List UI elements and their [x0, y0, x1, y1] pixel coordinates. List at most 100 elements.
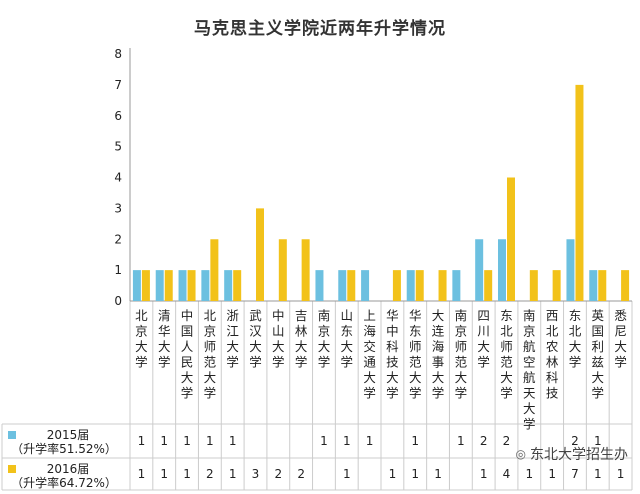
bar-2016 — [256, 208, 264, 301]
bar-2015 — [361, 270, 370, 301]
bar-2016 — [621, 270, 630, 301]
bar-2016 — [552, 270, 561, 301]
bar-2016 — [187, 270, 196, 301]
table-cell-value: 1 — [320, 434, 328, 448]
bar-2016 — [575, 84, 584, 301]
table-cell-value: 1 — [229, 434, 237, 448]
table-cell-value: 2 — [571, 434, 579, 448]
legend-sublabel: （升学率51.52%） — [11, 441, 117, 456]
legend-swatch-2015 — [8, 431, 16, 439]
table-cell-value: 7 — [571, 467, 579, 481]
bar-2015 — [475, 239, 484, 301]
table-cell-value: 2 — [480, 434, 488, 448]
table-cell-value: 1 — [160, 434, 168, 448]
bar-2016 — [210, 239, 219, 301]
bar-2016 — [529, 270, 538, 301]
y-tick-label: 1 — [114, 263, 122, 277]
table-cell-value: 2 — [274, 467, 282, 481]
bar-2016 — [484, 270, 493, 301]
table-cell-value: 1 — [206, 434, 214, 448]
bar-2016 — [141, 270, 150, 301]
category-label: 中国人民大学 — [181, 308, 194, 401]
bar-2016 — [598, 270, 607, 301]
bar-2015 — [406, 270, 415, 301]
category-label: 吉林大学 — [295, 308, 308, 370]
y-tick-label: 3 — [114, 201, 122, 215]
y-tick-label: 4 — [114, 171, 122, 185]
category-label: 武汉大学 — [249, 308, 262, 370]
chart-title: 马克思主义学院近两年升学情况 — [194, 19, 446, 39]
wechat-icon: ◎ — [515, 447, 526, 461]
bar-2016 — [164, 270, 173, 301]
table-cell-value: 1 — [366, 434, 374, 448]
table-cell-value: 1 — [183, 434, 191, 448]
table-cell-value: 1 — [480, 467, 488, 481]
category-label: 悉尼大学 — [614, 308, 627, 370]
category-label: 华中科技大学 — [386, 308, 399, 401]
bar-2016 — [392, 270, 401, 301]
bar-2016 — [347, 270, 356, 301]
category-label: 南京师范大学 — [455, 308, 468, 401]
watermark: ◎ 东北大学招生办 — [516, 444, 628, 464]
legend-label: 2015届 — [47, 428, 90, 442]
y-tick-label: 0 — [114, 294, 122, 308]
category-label: 华东师范大学 — [409, 308, 422, 401]
category-label: 西北农林科技 — [546, 308, 559, 401]
bar-2015 — [132, 270, 141, 301]
table-cell-value: 1 — [389, 467, 397, 481]
bar-2015 — [589, 270, 598, 301]
table-cell-value: 1 — [617, 467, 625, 481]
bar-2015 — [201, 270, 210, 301]
legend-label: 2016届 — [47, 462, 90, 476]
category-label: 山东大学 — [341, 308, 354, 370]
table-cell-value: 1 — [343, 434, 351, 448]
table-cell-value: 1 — [594, 467, 602, 481]
bar-2015 — [452, 270, 461, 301]
table-cell-value: 1 — [411, 434, 419, 448]
table-cell-value: 1 — [457, 434, 465, 448]
y-tick-label: 5 — [114, 140, 122, 154]
category-label: 南京航空航天大学 — [523, 308, 536, 432]
table-cell-value: 1 — [434, 467, 442, 481]
bar-2015 — [498, 239, 506, 301]
bar-2016 — [507, 177, 515, 301]
category-label: 东北师范大学 — [500, 308, 513, 401]
bar-2016 — [438, 270, 447, 301]
bar-2015 — [566, 239, 575, 301]
table-cell-value: 1 — [548, 467, 556, 481]
table-cell-value: 1 — [594, 434, 602, 448]
category-label: 大连海事大学 — [432, 308, 445, 401]
category-label: 南京大学 — [318, 308, 331, 370]
legend-swatch-2016 — [8, 465, 16, 473]
bar-2015 — [315, 270, 324, 301]
table-cell-value: 1 — [160, 467, 168, 481]
category-label: 北京师范大学 — [204, 308, 217, 401]
table-cell-value: 2 — [297, 467, 305, 481]
table-cell-value: 3 — [252, 467, 260, 481]
watermark-text: 东北大学招生办 — [530, 447, 628, 463]
table-cell-value: 1 — [525, 467, 533, 481]
category-label: 清华大学 — [158, 308, 171, 370]
bar-2015 — [155, 270, 164, 301]
legend-sublabel: （升学率64.72%） — [11, 475, 117, 490]
category-label: 浙江大学 — [226, 308, 239, 370]
table-cell-value: 1 — [229, 467, 237, 481]
y-tick-label: 7 — [114, 78, 122, 92]
y-tick-label: 8 — [114, 47, 122, 61]
category-label: 英国利兹大学 — [592, 308, 605, 401]
table-cell-value: 1 — [138, 434, 146, 448]
bar-2016 — [415, 270, 424, 301]
category-label: 中山大学 — [272, 308, 285, 370]
table-cell-value: 2 — [206, 467, 214, 481]
table-cell-value: 2 — [503, 434, 511, 448]
bar-2016 — [233, 270, 242, 301]
table-cell-value: 1 — [343, 467, 351, 481]
table-cell-value: 1 — [138, 467, 146, 481]
bar-2016 — [301, 239, 310, 301]
y-tick-label: 6 — [114, 109, 122, 123]
table-cell-value: 1 — [411, 467, 419, 481]
y-tick-label: 2 — [114, 232, 122, 246]
bar-2015 — [224, 270, 233, 301]
category-label: 上海交通大学 — [363, 308, 376, 401]
